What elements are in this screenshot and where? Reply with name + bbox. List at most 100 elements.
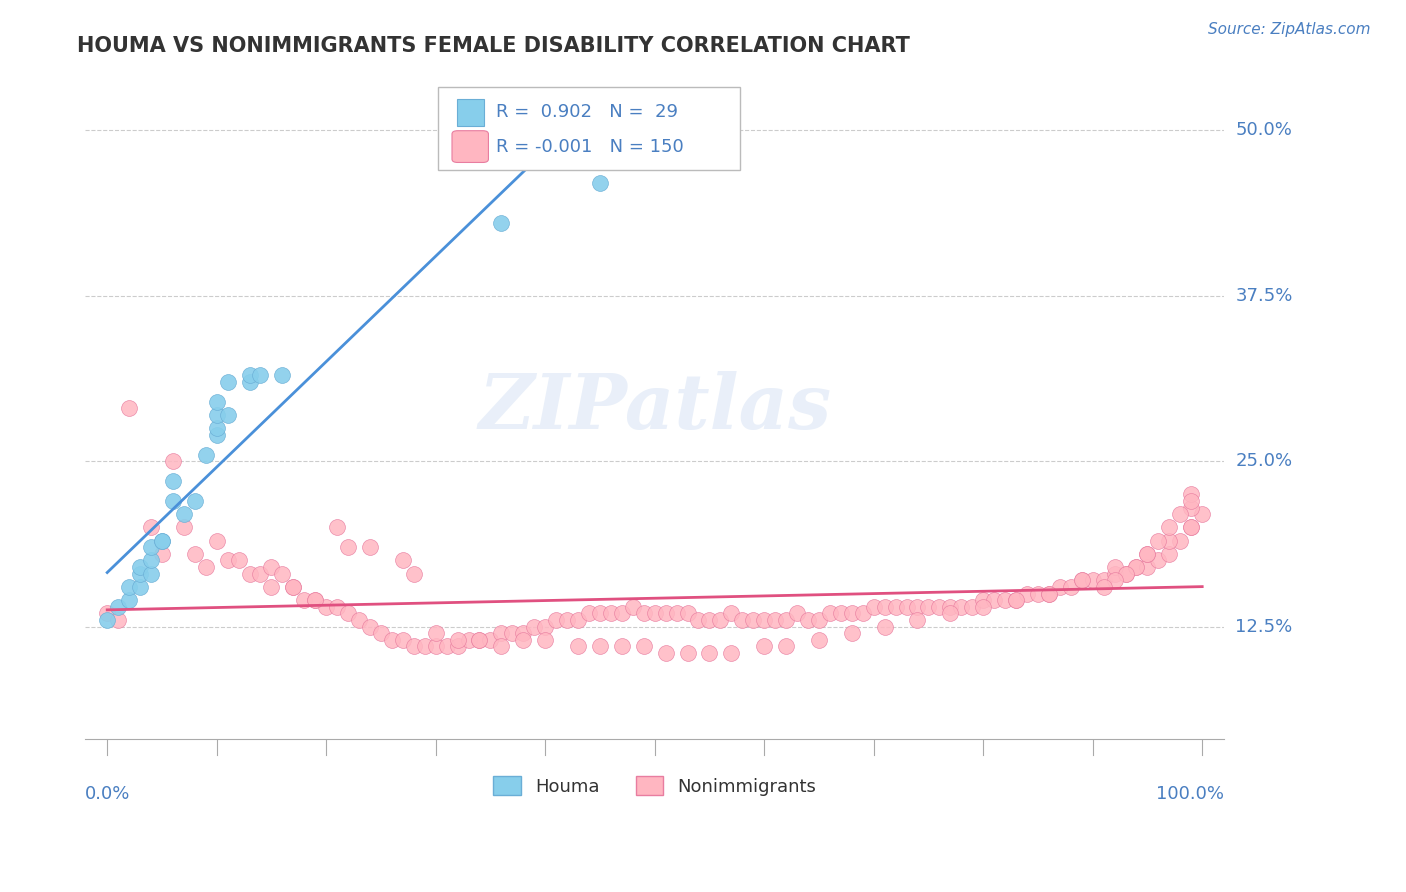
- Point: [907, 599, 929, 614]
- Point: [720, 646, 742, 660]
- Point: [205, 533, 228, 548]
- Point: [1168, 507, 1191, 521]
- Point: [1038, 586, 1060, 600]
- Point: [1125, 560, 1147, 574]
- Point: [457, 632, 479, 647]
- Point: [884, 599, 907, 614]
- Point: [830, 607, 852, 621]
- Point: [589, 177, 612, 191]
- Point: [337, 607, 360, 621]
- Point: [1168, 533, 1191, 548]
- Point: [118, 580, 141, 594]
- Point: [1180, 500, 1202, 515]
- Point: [862, 599, 884, 614]
- Point: [567, 640, 589, 654]
- Point: [436, 640, 458, 654]
- Point: [1026, 586, 1049, 600]
- Point: [1180, 487, 1202, 501]
- Point: [1092, 574, 1115, 588]
- Point: [162, 494, 184, 508]
- Point: [1159, 520, 1181, 534]
- Point: [315, 599, 337, 614]
- Point: [665, 607, 688, 621]
- Point: [567, 613, 589, 627]
- Point: [818, 607, 841, 621]
- Point: [907, 613, 929, 627]
- Point: [950, 599, 973, 614]
- Point: [271, 566, 294, 581]
- Point: [610, 640, 633, 654]
- Point: [194, 448, 217, 462]
- Point: [292, 593, 315, 607]
- Point: [491, 626, 513, 640]
- Point: [807, 632, 830, 647]
- Point: [129, 580, 152, 594]
- Point: [326, 599, 349, 614]
- Point: [205, 427, 228, 442]
- Point: [1038, 586, 1060, 600]
- Point: [763, 613, 786, 627]
- Point: [107, 599, 129, 614]
- Point: [534, 632, 557, 647]
- Point: [589, 607, 612, 621]
- Point: [205, 394, 228, 409]
- Point: [139, 520, 162, 534]
- Point: [1136, 547, 1159, 561]
- Point: [479, 632, 502, 647]
- Text: 100.0%: 100.0%: [1156, 786, 1225, 804]
- Text: 25.0%: 25.0%: [1236, 452, 1292, 470]
- Point: [1104, 574, 1126, 588]
- Point: [841, 607, 863, 621]
- Point: [359, 540, 381, 554]
- Point: [139, 540, 162, 554]
- Point: [699, 613, 721, 627]
- Point: [699, 646, 721, 660]
- Point: [1115, 566, 1137, 581]
- Point: [731, 613, 754, 627]
- Point: [1136, 547, 1159, 561]
- Point: [238, 375, 260, 389]
- Point: [326, 520, 349, 534]
- Point: [337, 540, 360, 554]
- Text: R = -0.001   N = 150: R = -0.001 N = 150: [496, 137, 685, 155]
- Point: [392, 632, 415, 647]
- Point: [249, 566, 271, 581]
- Point: [1104, 566, 1126, 581]
- Point: [555, 613, 578, 627]
- Point: [742, 613, 765, 627]
- Point: [1147, 533, 1170, 548]
- Point: [994, 593, 1017, 607]
- Point: [928, 599, 950, 614]
- Point: [960, 599, 983, 614]
- Point: [720, 607, 742, 621]
- Point: [468, 632, 491, 647]
- Point: [249, 368, 271, 383]
- Point: [512, 632, 534, 647]
- Point: [1159, 547, 1181, 561]
- Point: [983, 593, 1005, 607]
- Point: [633, 607, 655, 621]
- Point: [1070, 574, 1092, 588]
- Point: [1125, 560, 1147, 574]
- Point: [402, 566, 425, 581]
- Point: [633, 640, 655, 654]
- Point: [896, 599, 918, 614]
- Point: [468, 632, 491, 647]
- Point: [194, 560, 217, 574]
- Text: Source: ZipAtlas.com: Source: ZipAtlas.com: [1208, 22, 1371, 37]
- Point: [610, 607, 633, 621]
- Point: [283, 580, 305, 594]
- Point: [775, 640, 797, 654]
- Point: [150, 533, 173, 548]
- Point: [852, 607, 875, 621]
- Point: [1180, 520, 1202, 534]
- Point: [1104, 560, 1126, 574]
- FancyBboxPatch shape: [451, 131, 488, 162]
- Point: [523, 620, 546, 634]
- Point: [546, 613, 568, 627]
- Point: [217, 375, 239, 389]
- Text: 50.0%: 50.0%: [1236, 121, 1292, 139]
- Point: [1005, 593, 1028, 607]
- Point: [228, 553, 250, 567]
- Point: [118, 593, 141, 607]
